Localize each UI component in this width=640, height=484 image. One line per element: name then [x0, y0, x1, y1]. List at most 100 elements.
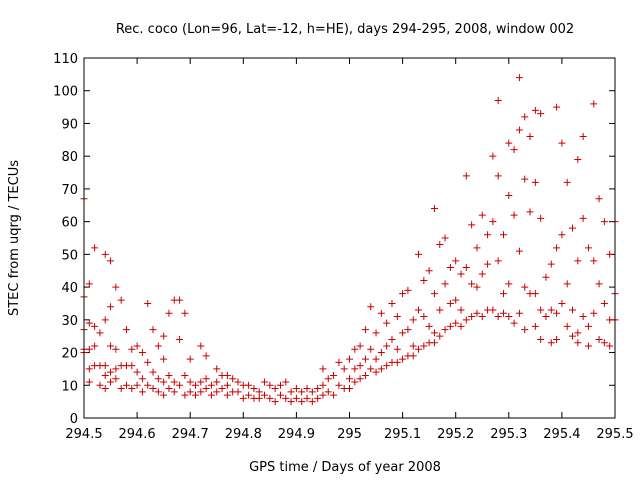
data-point	[346, 375, 353, 383]
data-point	[515, 247, 523, 255]
data-point	[330, 391, 338, 399]
data-point	[446, 322, 454, 330]
data-point	[462, 316, 470, 324]
data-point	[276, 381, 284, 389]
data-point	[91, 244, 99, 252]
plot-frame	[83, 57, 616, 419]
data-point	[600, 299, 608, 307]
data-point	[574, 155, 582, 163]
y-tick-label: 0	[70, 412, 78, 427]
data-point	[510, 211, 518, 219]
data-point	[186, 388, 194, 396]
data-point	[361, 326, 369, 334]
data-point	[383, 362, 391, 370]
data-point	[223, 391, 231, 399]
data-point	[553, 335, 561, 343]
x-tick-label: 295.5	[596, 427, 633, 442]
data-point	[154, 388, 162, 396]
data-point	[441, 234, 449, 242]
data-point	[409, 352, 417, 360]
data-point	[526, 208, 534, 216]
data-point	[531, 106, 539, 114]
x-tick-label: 295.3	[490, 427, 527, 442]
x-tick-label: 295.1	[384, 427, 421, 442]
data-point	[292, 385, 300, 393]
data-point	[569, 306, 577, 314]
data-point	[505, 191, 513, 199]
data-point	[430, 290, 438, 298]
data-point	[197, 388, 205, 396]
data-point	[144, 358, 152, 366]
data-point	[457, 306, 465, 314]
data-point	[144, 299, 152, 307]
data-point	[558, 139, 566, 147]
data-point	[494, 172, 502, 180]
data-point	[420, 342, 428, 350]
data-point	[165, 371, 173, 379]
data-point	[415, 306, 423, 314]
data-point	[553, 309, 561, 317]
data-point	[600, 218, 608, 226]
data-point	[101, 250, 109, 258]
data-point	[430, 329, 438, 337]
data-point	[436, 306, 444, 314]
data-point	[388, 335, 396, 343]
data-point	[526, 133, 534, 141]
data-point	[202, 375, 210, 383]
data-point	[154, 342, 162, 350]
data-point	[521, 175, 529, 183]
y-tick-label: 60	[61, 216, 78, 231]
data-point	[579, 313, 587, 321]
y-tick-label: 10	[61, 379, 78, 394]
x-tick-label: 295.4	[543, 427, 580, 442]
data-point	[436, 332, 444, 340]
data-point	[117, 296, 125, 304]
data-point	[197, 378, 205, 386]
data-point	[287, 388, 295, 396]
data-point	[420, 277, 428, 285]
data-point	[112, 375, 120, 383]
data-point	[266, 394, 274, 402]
data-point	[213, 378, 221, 386]
data-point	[107, 378, 115, 386]
data-point	[606, 342, 614, 350]
data-point	[107, 257, 115, 265]
x-tick-label: 294.7	[172, 427, 209, 442]
data-point	[404, 286, 412, 294]
data-point	[308, 388, 316, 396]
data-point	[346, 355, 353, 363]
data-point	[494, 257, 502, 265]
data-point	[335, 381, 343, 389]
data-point	[542, 273, 550, 281]
data-point	[128, 362, 136, 370]
data-point	[590, 257, 598, 265]
y-tick-label: 30	[61, 314, 78, 329]
data-point	[192, 391, 200, 399]
data-point	[383, 342, 391, 350]
data-point	[112, 365, 120, 373]
data-point	[149, 326, 157, 334]
data-point	[282, 378, 290, 386]
data-point	[165, 385, 173, 393]
data-point	[160, 355, 168, 363]
data-point	[138, 349, 146, 357]
data-point	[430, 339, 438, 347]
data-point	[510, 319, 518, 327]
data-point	[356, 375, 364, 383]
data-point	[574, 329, 582, 337]
data-point	[356, 362, 364, 370]
data-point	[372, 355, 380, 363]
data-point	[388, 299, 396, 307]
data-point	[542, 313, 550, 321]
data-point	[314, 385, 322, 393]
data-point	[128, 385, 136, 393]
data-point	[584, 244, 592, 252]
data-point	[452, 319, 460, 327]
data-point	[276, 391, 284, 399]
data-point	[547, 339, 555, 347]
x-tick-label: 294.5	[65, 427, 102, 442]
data-point	[393, 345, 401, 353]
data-point	[409, 342, 417, 350]
data-point	[298, 388, 306, 396]
data-point	[255, 394, 263, 402]
